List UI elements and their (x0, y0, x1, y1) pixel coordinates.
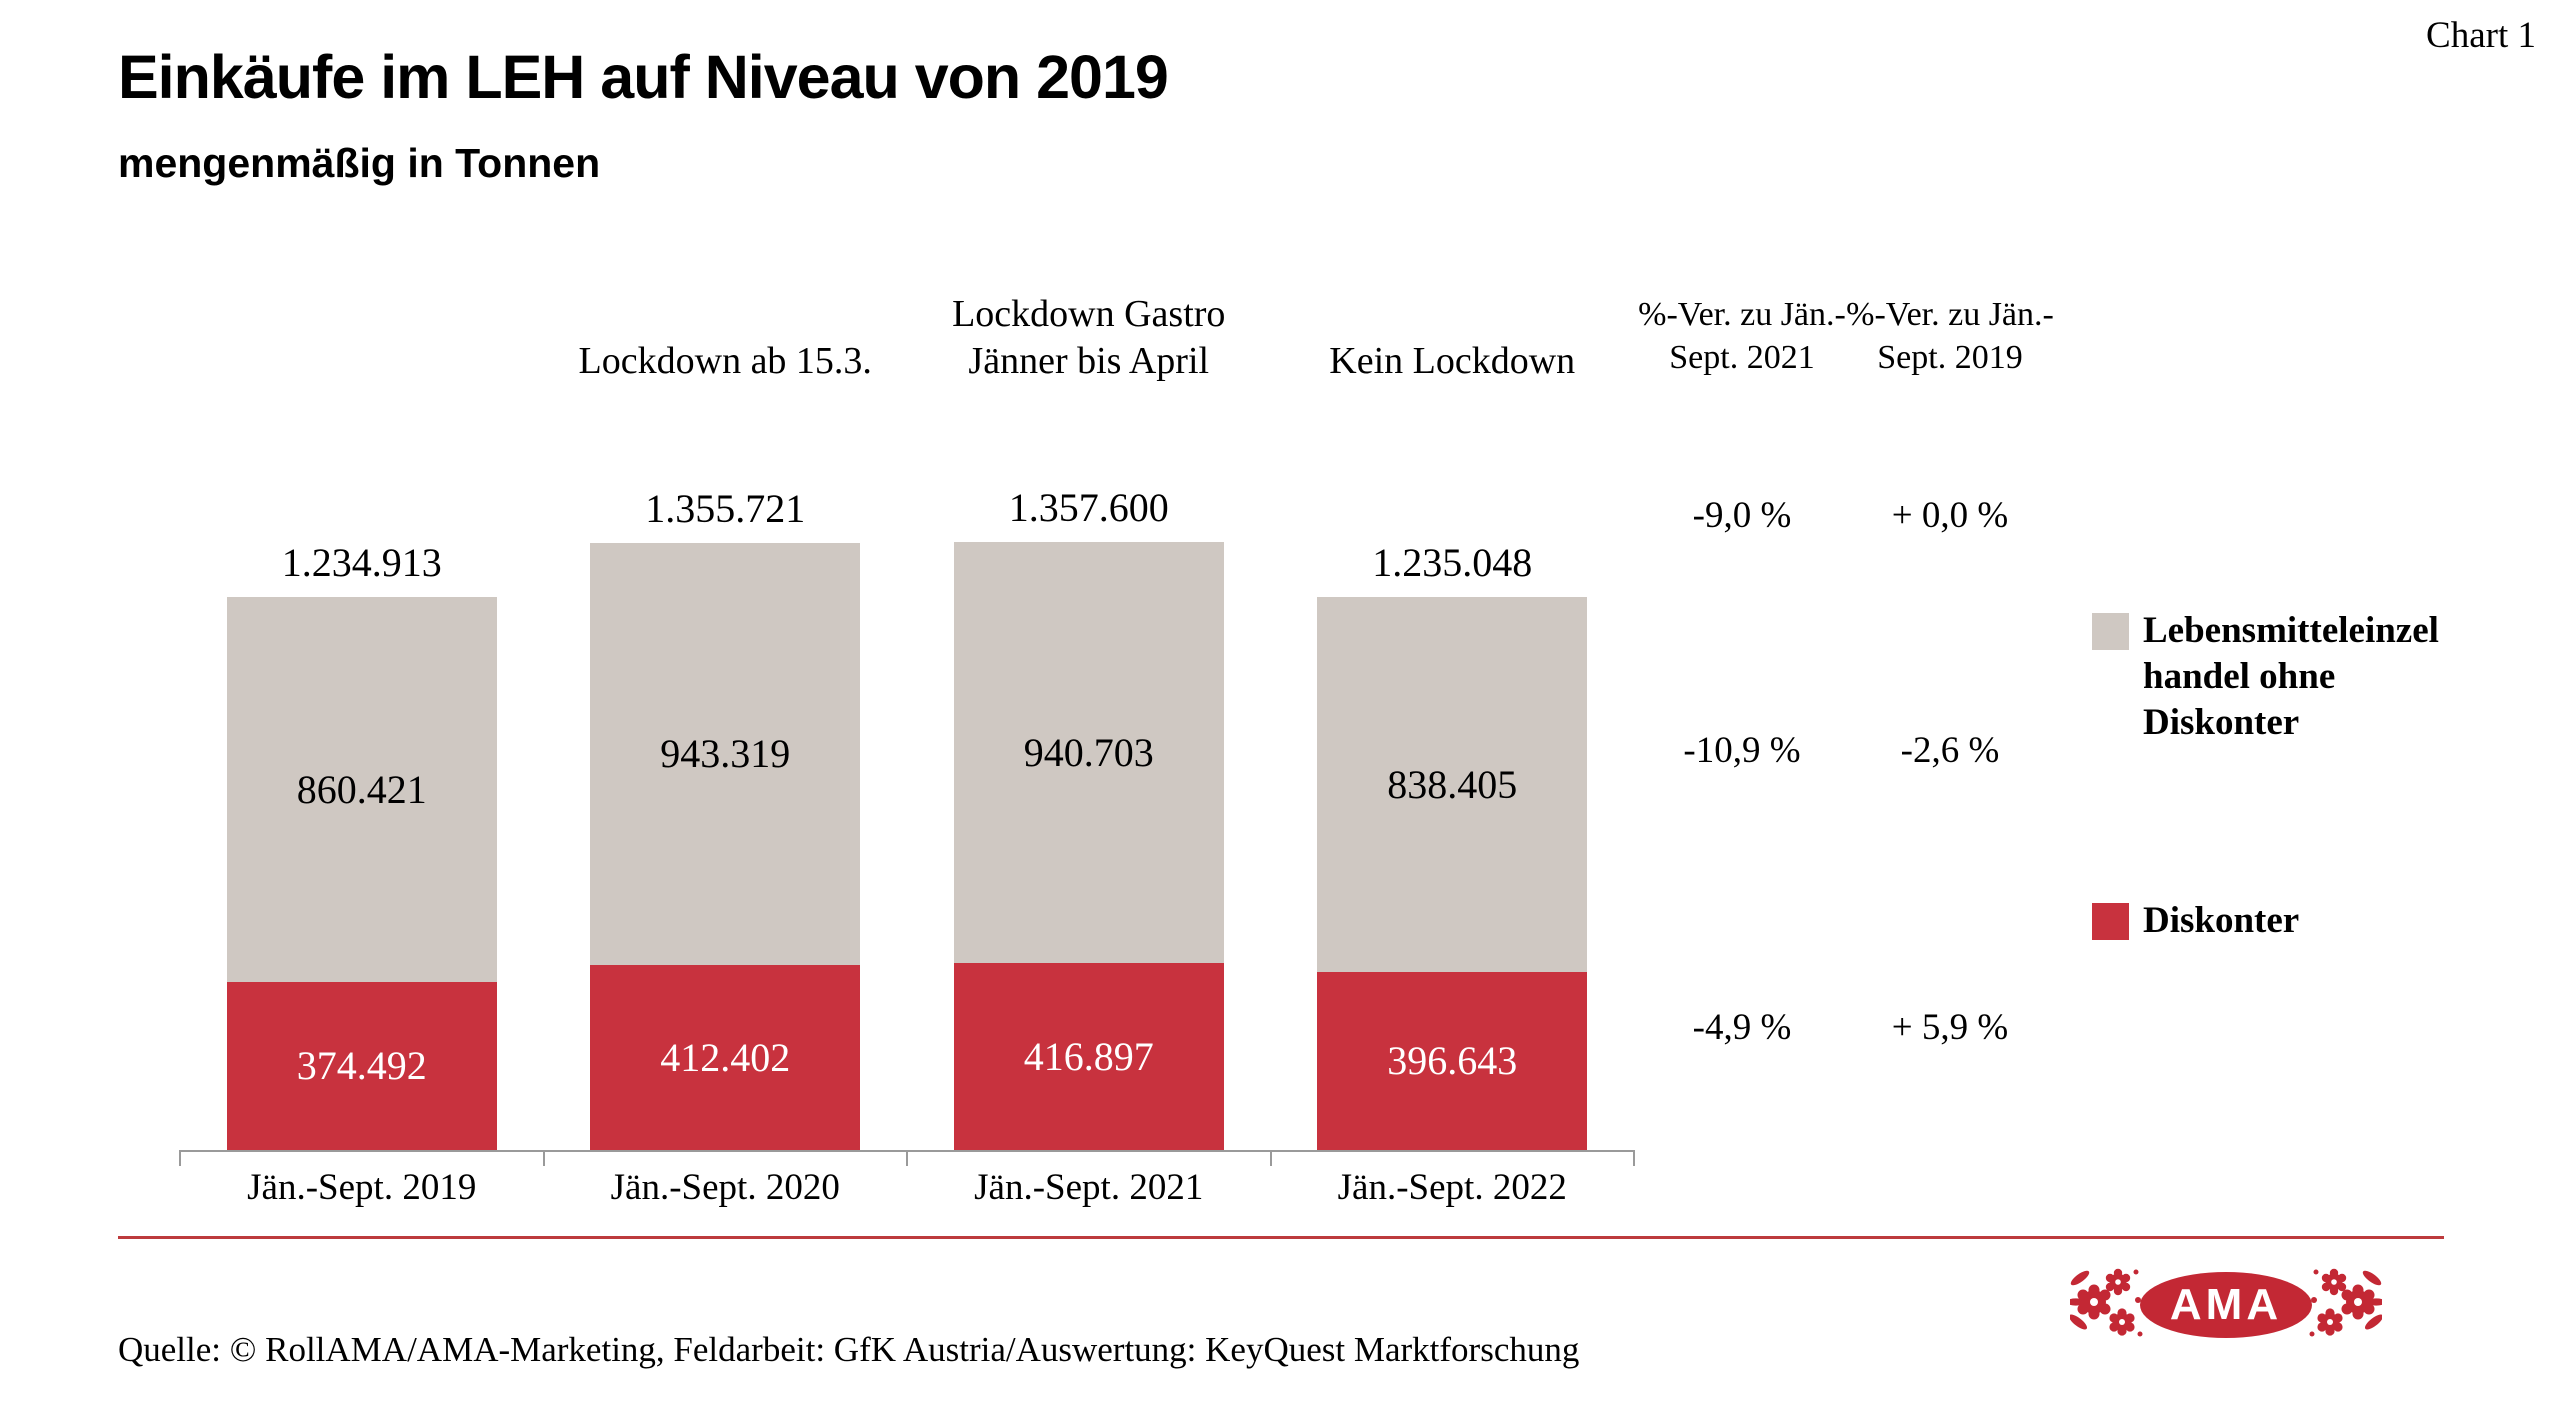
bar-2021-diskonter-segment (953, 963, 1224, 1150)
bar-2020-total-label: 1.355.721 (645, 485, 806, 531)
bar-2022-total-label: 1.235.048 (1372, 539, 1533, 585)
bar-2019-diskonter-segment (226, 982, 497, 1150)
logo-text: AMA (2169, 1280, 2283, 1329)
pct-diskonter-vs-2021: -4,9 % (1692, 1007, 1792, 1048)
x-axis-label-2020: Jän.-Sept. 2020 (610, 1167, 840, 1208)
bar-2020-leh-value-label: 943.319 (660, 731, 791, 777)
logo-oval: AMA (2140, 1272, 2312, 1338)
pct-total-vs-2019: + 0,0 % (1891, 495, 2009, 536)
bar-2021-leh-value-label: 940.703 (1023, 729, 1154, 775)
pct-total-vs-2021: -9,0 % (1692, 495, 1792, 536)
page-title: Einkäufe im LEH auf Niveau von 2019 (118, 43, 1169, 111)
legend-label-diskonter: Diskonter (2143, 900, 2300, 941)
footer-divider-line (118, 1236, 2444, 1239)
x-axis-tick-2 (906, 1150, 908, 1166)
bar-2019-leh-segment (226, 596, 497, 983)
logo-floral-ornament-left-icon (2070, 1268, 2143, 1337)
x-axis-label-2019: Jän.-Sept. 2019 (247, 1167, 477, 1208)
legend-label-leh: Lebensmitteleinzel handel ohne Diskonter (2143, 610, 2439, 743)
logo-floral-ornament-right-icon (2309, 1268, 2382, 1337)
legend-item-leh: Lebensmitteleinzel handel ohne Diskonter (2092, 608, 2522, 746)
bar-2022-diskonter-value-label: 396.643 (1387, 1038, 1518, 1084)
bar-2020-leh-segment (590, 542, 861, 966)
x-axis-tick-3 (1269, 1150, 1272, 1166)
bar-2021-total-label: 1.357.600 (1008, 485, 1169, 530)
x-axis-tick-1 (542, 1150, 545, 1166)
bar-2020-diskonter-value-label: 412.402 (660, 1034, 791, 1080)
x-axis-label-2022: Jän.-Sept. 2022 (1337, 1167, 1567, 1208)
bar-2021-diskonter-value-label: 416.897 (1023, 1033, 1154, 1079)
legend-swatch-gray (2092, 613, 2129, 650)
x-axis-label-2021: Jän.-Sept. 2021 (974, 1167, 1204, 1208)
legend-swatch-red (2092, 903, 2129, 940)
pct-leh-vs-2019: -2,6 % (1900, 730, 2000, 771)
bar-2019-leh-value-label: 860.421 (296, 766, 427, 812)
pct-diskonter-vs-2019: + 5,9 % (1891, 1007, 2009, 1048)
annotation-2020: Lockdown ab 15.3. (578, 340, 872, 382)
legend-item-diskonter: Diskonter (2092, 898, 2522, 944)
ama-logo: AMA (2070, 1264, 2382, 1346)
pct-leh-vs-2021: -10,9 % (1683, 730, 1801, 771)
bar-2022-leh-value-label: 838.405 (1387, 761, 1518, 807)
bar-2020-diskonter-segment (590, 965, 861, 1150)
chart-number-label: Chart 1 (2426, 15, 2536, 56)
bar-2019-diskonter-value-label: 374.492 (296, 1043, 427, 1089)
x-axis-tick-4 (1633, 1150, 1635, 1166)
bar-2021-leh-segment (953, 542, 1224, 964)
bar-2022-leh-segment (1317, 596, 1588, 973)
pct-column-header-vs-2019: %-Ver. zu Jän.-Sept. 2019 (1846, 296, 2054, 376)
bar-2019-total-label: 1.234.913 (281, 539, 442, 585)
annotation-2022: Kein Lockdown (1329, 340, 1576, 382)
bar-2022-diskonter-segment (1317, 972, 1588, 1150)
page-subtitle: mengenmäßig in Tonnen (118, 140, 601, 186)
pct-column-header-vs-2021: %-Ver. zu Jän.-Sept. 2021 (1638, 296, 1846, 376)
annotation-2021: Lockdown Gastro Jänner bis April (952, 293, 1226, 382)
x-axis-tick-0 (179, 1150, 181, 1166)
source-text: Quelle: © RollAMA/AMA-Marketing, Feldarb… (118, 1330, 1580, 1369)
